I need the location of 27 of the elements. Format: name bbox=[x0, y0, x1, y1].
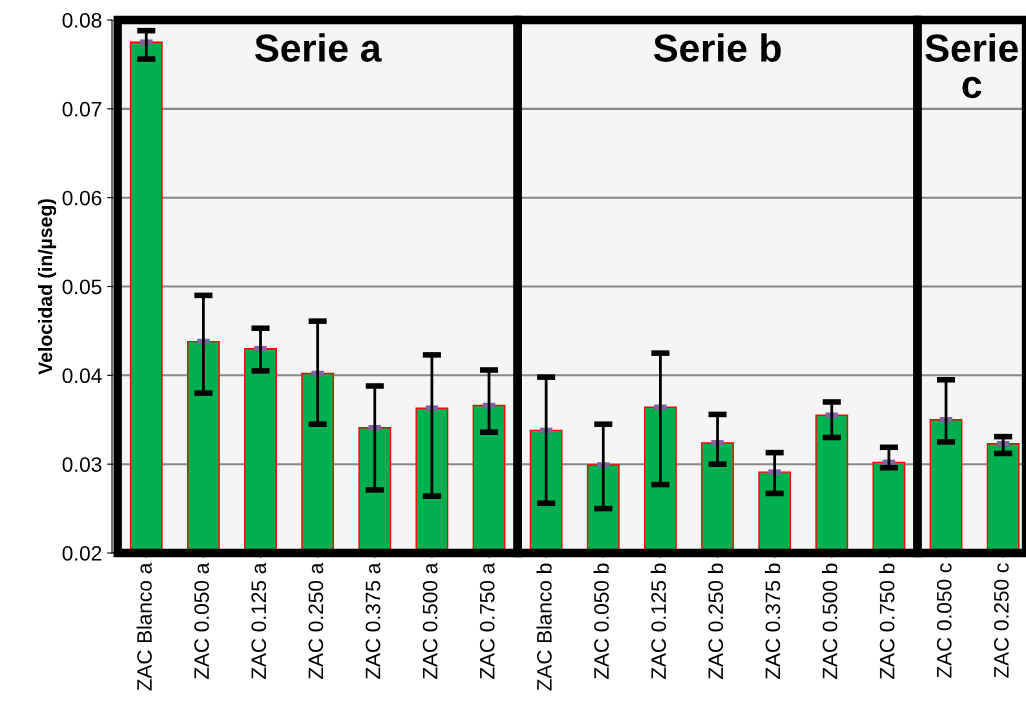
y-tick-label: 0.03 bbox=[62, 457, 102, 472]
x-tick-label: ZAC 0.050 c bbox=[936, 563, 952, 678]
y-tick-label: 0.06 bbox=[62, 190, 102, 206]
x-tick-label: ZAC Blanco a bbox=[136, 562, 152, 691]
x-tick-label: ZAC 0.500 a bbox=[422, 562, 438, 680]
y-axis-title: Velocidad (in/µseg) bbox=[37, 199, 57, 375]
x-tick-label: ZAC 0.250 a bbox=[308, 562, 324, 680]
y-tick-label: 0.04 bbox=[62, 368, 102, 384]
band-label: Serie c bbox=[925, 33, 1018, 99]
band-label: Serie a bbox=[254, 33, 382, 62]
x-tick-label: ZAC 0.375 b bbox=[764, 563, 781, 680]
x-tick-label: ZAC 0.250 c bbox=[993, 563, 1009, 678]
y-tick-label: 0.07 bbox=[62, 101, 102, 117]
x-tick-label: ZAC 0.250 b bbox=[707, 563, 724, 680]
x-tick-label: ZAC 0.050 b bbox=[593, 563, 609, 680]
x-tick-label: ZAC 0.750 b bbox=[879, 563, 895, 680]
x-tick-label: ZAC 0.500 b bbox=[822, 563, 838, 680]
x-tick-label: ZAC 0.125 a bbox=[251, 562, 267, 680]
x-tick-label: ZAC 0.750 a bbox=[479, 562, 495, 680]
y-tick-label: 0.05 bbox=[62, 279, 102, 295]
x-tick-label: ZAC 0.050 a bbox=[194, 562, 209, 680]
band-label: Serie b bbox=[653, 33, 781, 62]
x-tick-label: ZAC Blanco b bbox=[536, 563, 552, 691]
y-tick-label: 0.02 bbox=[62, 546, 102, 561]
y-tick-label: 0.08 bbox=[62, 13, 102, 28]
x-tick-label: ZAC 0.125 b bbox=[650, 563, 666, 680]
x-tick-label: ZAC 0.375 a bbox=[365, 562, 381, 680]
